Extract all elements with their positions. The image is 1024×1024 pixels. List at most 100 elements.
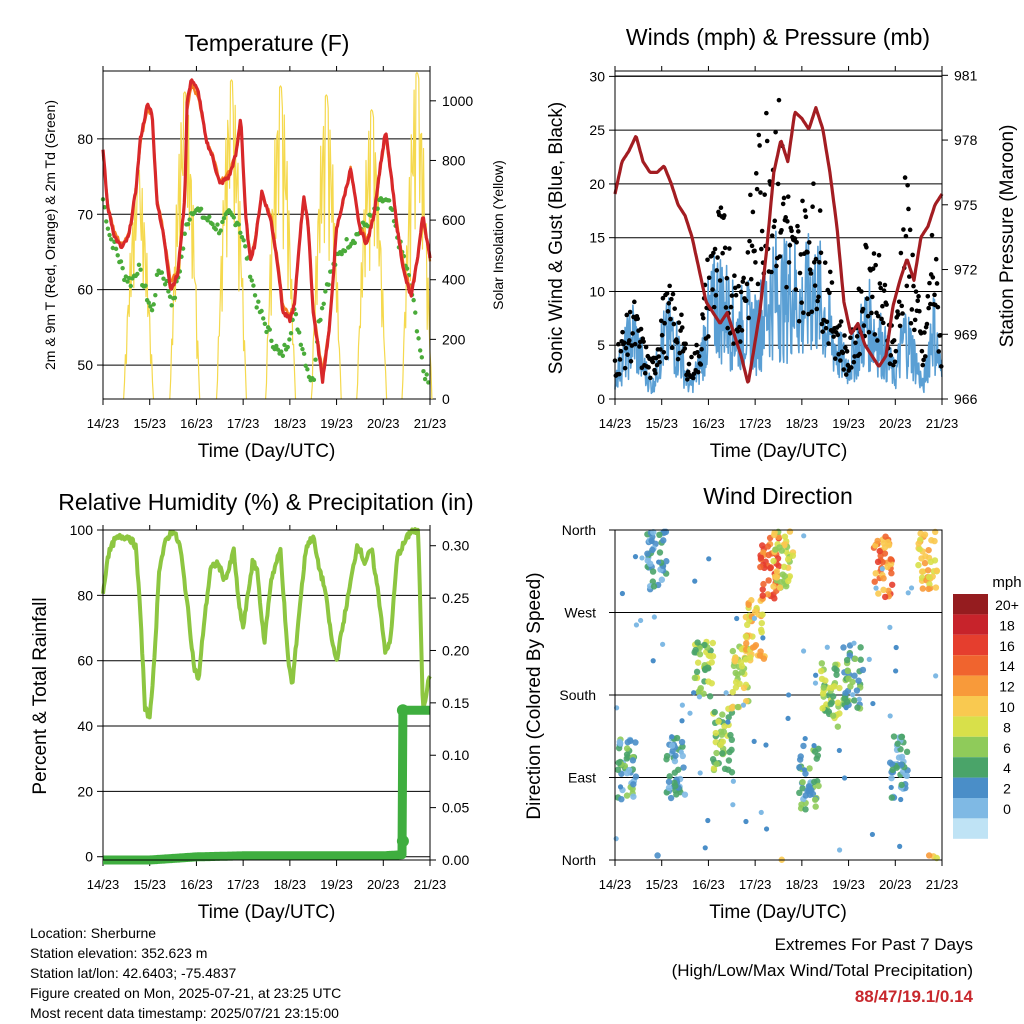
gust-point (616, 341, 621, 347)
legend-swatch (953, 634, 988, 656)
dewpoint-point (107, 232, 112, 238)
dewpoint-point (113, 246, 119, 252)
dewpoint-point (424, 372, 429, 377)
dewpoint-point (138, 267, 143, 272)
dir-xtick-label: 15/23 (645, 877, 678, 892)
gust-point (866, 329, 872, 335)
gust-point (664, 291, 670, 296)
latlon-text: Station lat/lon: 42.6403; -75.4837 (30, 965, 237, 981)
wind-direction-point (857, 656, 864, 663)
wind-direction-point (887, 556, 894, 563)
gust-point (657, 359, 662, 365)
gust-point (921, 357, 926, 363)
wind-direction-point (660, 641, 666, 647)
gust-point (801, 310, 806, 316)
legend-label: 8 (1003, 719, 1011, 735)
dewpoint-point (213, 227, 219, 232)
wind-direction-point (721, 723, 728, 730)
dir-xtick-label: 17/23 (739, 877, 772, 892)
dewpoint-point (161, 276, 166, 281)
gust-point (757, 143, 762, 148)
gust-point (748, 276, 754, 282)
wind-direction-point (702, 845, 708, 851)
dewpoint-point (126, 275, 132, 281)
wind-direction-point (713, 760, 720, 768)
wind-direction-point (730, 802, 736, 808)
gust-point (785, 219, 790, 224)
gust-point (753, 260, 758, 265)
wind-direction-point (632, 739, 639, 746)
wind-direction-point (833, 671, 840, 678)
wind-direction-point (660, 537, 667, 544)
legend-swatch (953, 655, 988, 676)
wind-direction-point (627, 737, 634, 745)
wind-direction-point (671, 757, 679, 765)
solar-insolation-line (265, 85, 297, 400)
gust-point (756, 132, 762, 138)
gust-point (824, 319, 830, 325)
wind-direction-point (701, 641, 708, 649)
wind-direction-point (663, 558, 670, 565)
gust-point (718, 205, 724, 210)
gust-point (658, 347, 663, 352)
gust-point (938, 364, 944, 369)
gust-point (733, 292, 739, 298)
wind-direction-point (875, 590, 882, 597)
legend-label: 6 (1003, 740, 1011, 756)
dewpoint-point (282, 342, 287, 348)
wind-direction-point (841, 695, 848, 702)
wind-direction-point (836, 684, 843, 692)
wind-direction-point (757, 554, 765, 561)
dewpoint-point (252, 293, 258, 298)
gust-point (758, 190, 763, 195)
legend-swatch (953, 614, 988, 635)
wind-direction-point (632, 773, 640, 780)
gust-point (632, 299, 637, 305)
wind-direction-point (785, 577, 792, 585)
wind-direction-point (897, 843, 903, 849)
gust-point (792, 236, 798, 241)
gust-point (671, 321, 677, 327)
dewpoint-point (280, 353, 286, 358)
wind-direction-point (770, 557, 777, 565)
gust-point (822, 260, 828, 265)
gust-point (877, 281, 883, 286)
extremes-subtitle: (High/Low/Max Wind/Total Precipitation) (671, 961, 973, 980)
gust-point (901, 227, 906, 232)
gust-point (838, 319, 844, 324)
wind-direction-point (617, 784, 624, 790)
gust-point (919, 348, 925, 354)
wind-direction-point (665, 778, 673, 786)
dewpoint-point (210, 222, 215, 227)
wind-direction-point (924, 567, 932, 574)
wind-direction-point (880, 575, 887, 582)
gust-point (905, 182, 910, 188)
rh-ytick-label: 80 (77, 587, 93, 603)
wind-direction-point (813, 672, 819, 678)
rh-xtick-label: 20/23 (367, 877, 400, 892)
wind-y2tick-label: 981 (954, 67, 978, 83)
gust-point (717, 278, 723, 283)
temp-y2tick-label: 1000 (442, 93, 473, 109)
gust-point (837, 323, 842, 328)
wind-direction-point (898, 781, 905, 789)
gust-point (816, 294, 821, 300)
gust-point (672, 306, 678, 311)
wind-direction-point (760, 635, 766, 641)
gust-point (912, 317, 918, 323)
wind-direction-point (669, 742, 676, 749)
gust-point (750, 209, 756, 215)
gust-point (622, 365, 628, 371)
gust-point (621, 340, 627, 346)
wind-direction-point (884, 563, 891, 571)
dewpoint-point (352, 240, 357, 246)
wind-direction-point (706, 556, 712, 562)
dewpoint-point (220, 219, 225, 225)
wind-direction-point (818, 667, 825, 675)
gust-point (755, 281, 761, 287)
gust-point (934, 281, 940, 286)
gust-point (686, 361, 692, 367)
wind-direction-point (796, 756, 804, 763)
gust-point (865, 313, 871, 319)
wind-direction-point (717, 741, 724, 748)
